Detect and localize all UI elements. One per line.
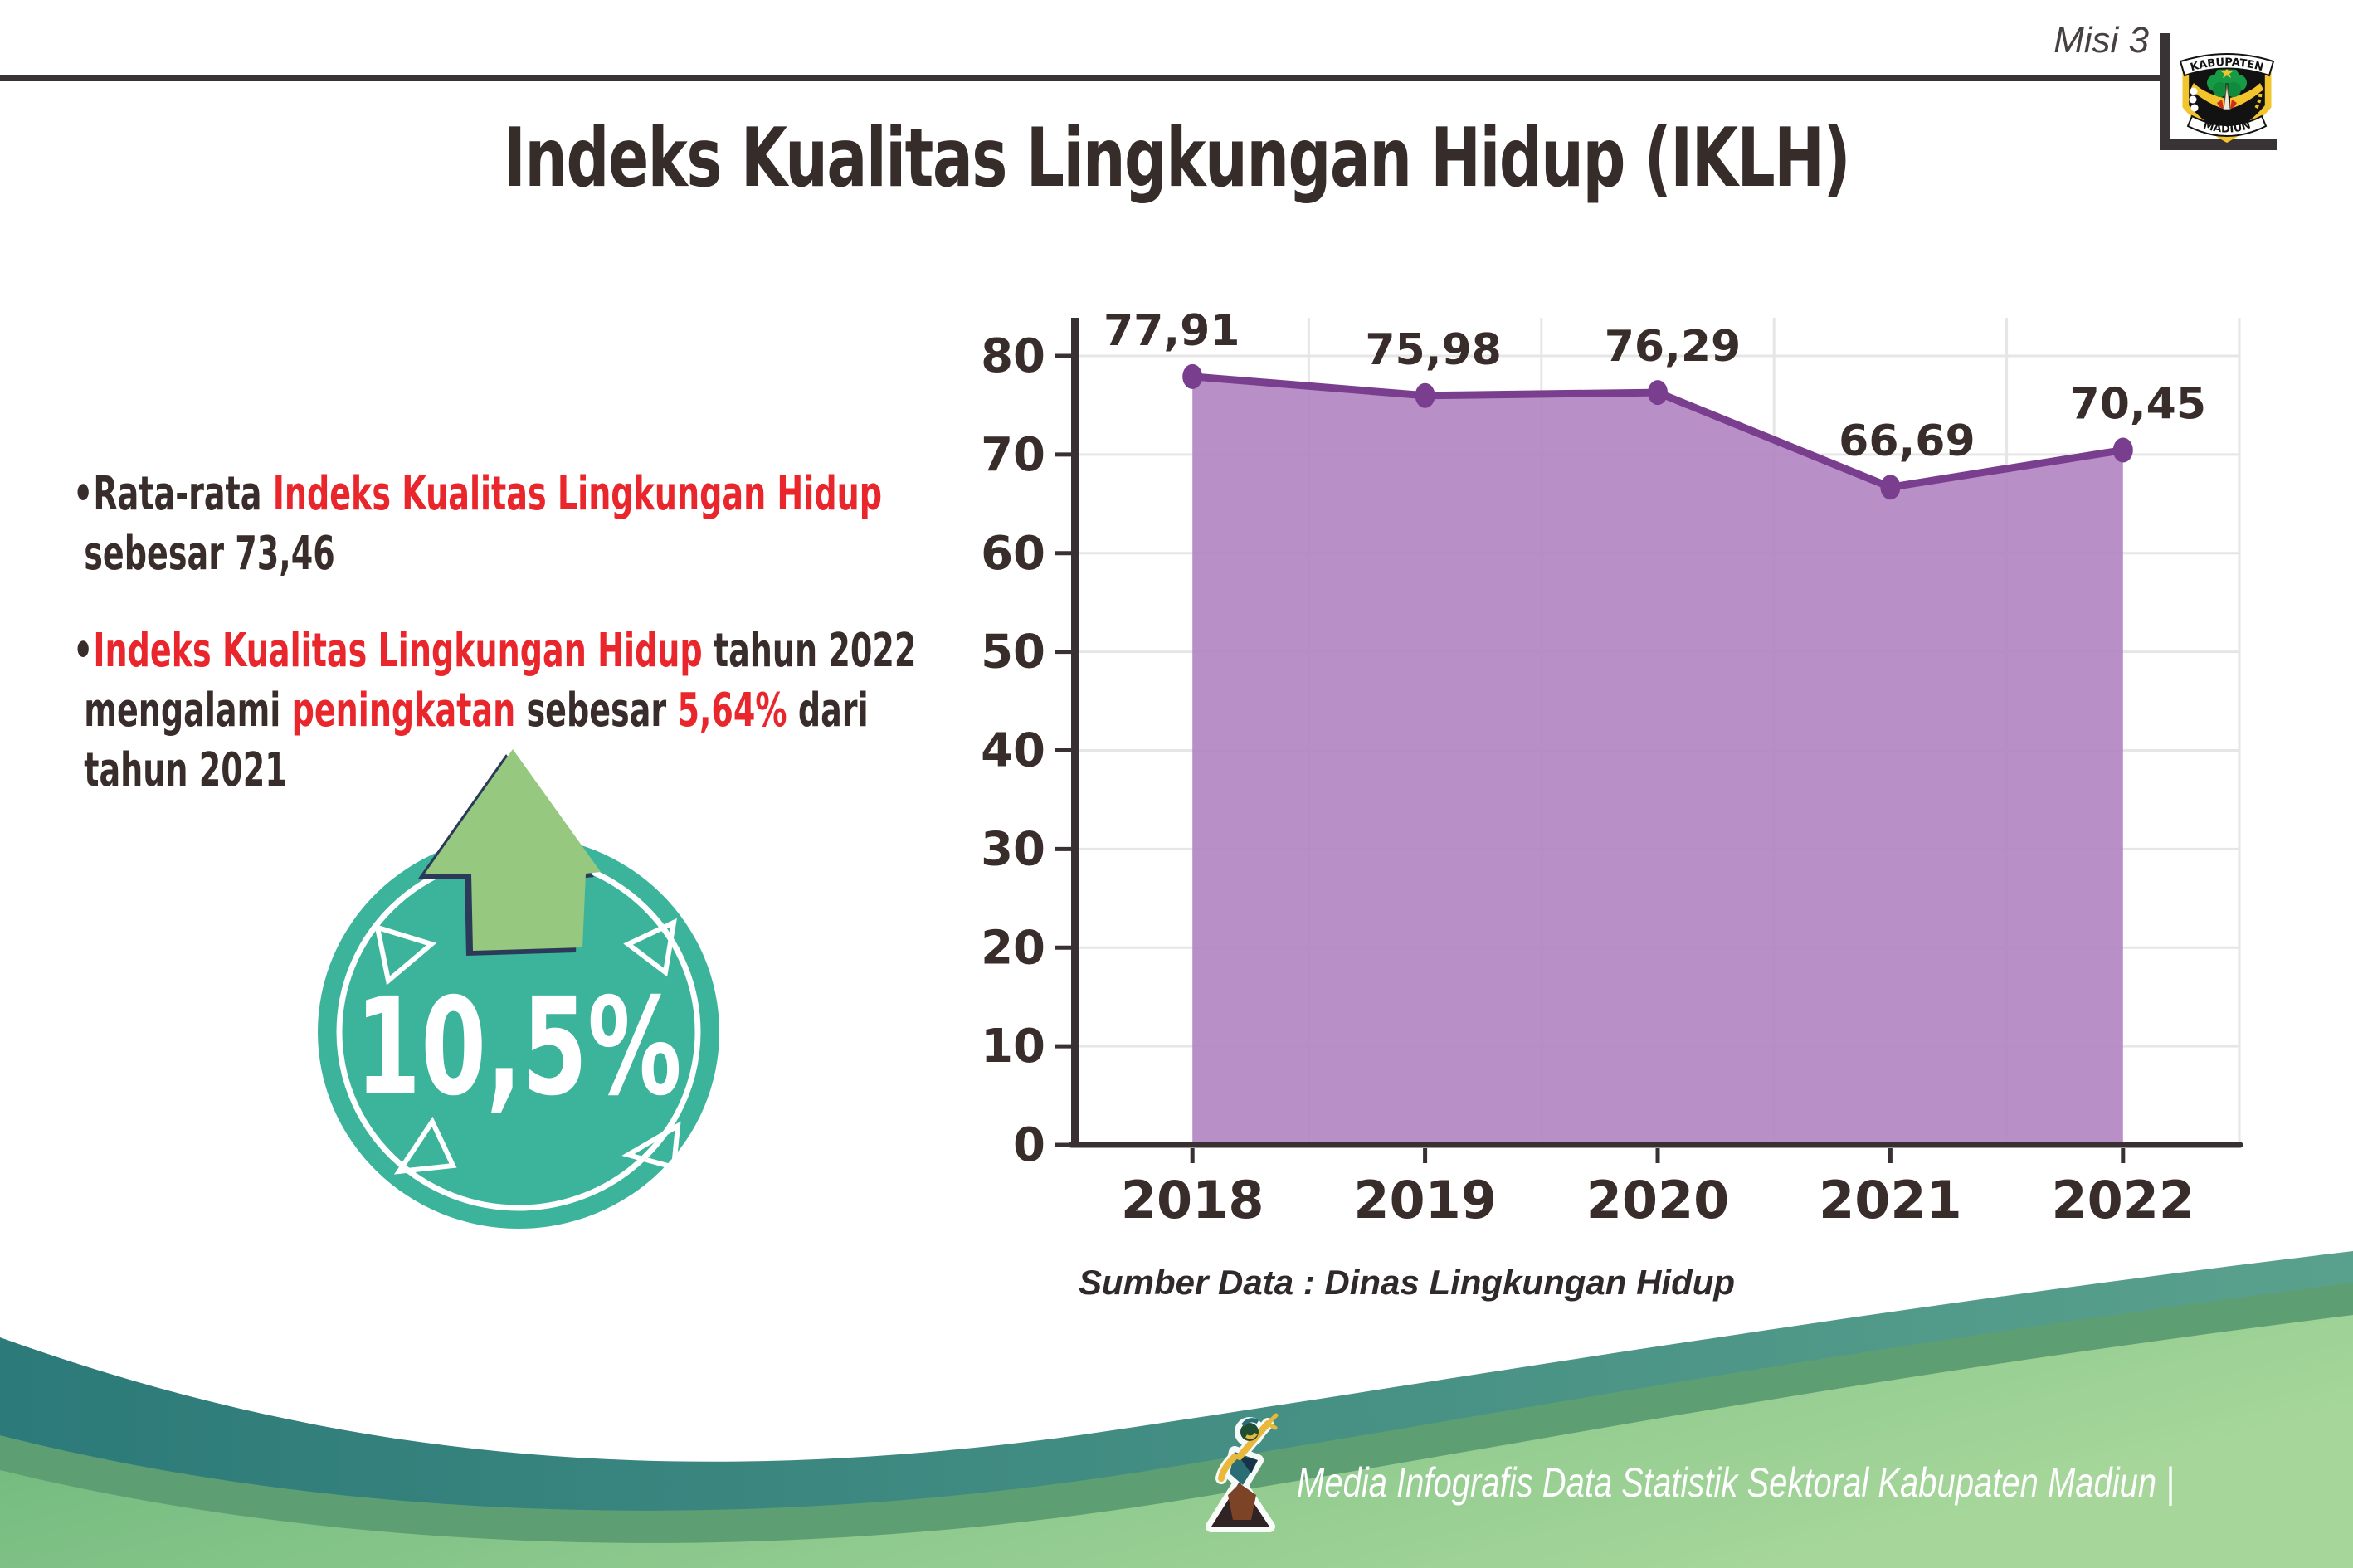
logo-bracket-horizontal (2160, 139, 2277, 150)
x-tick-label: 2018 (1121, 1170, 1264, 1230)
area-fill (1192, 376, 2123, 1146)
page-title: Indeks Kualitas Lingkungan Hidup (IKLH) (503, 111, 1851, 206)
logo-bracket-vertical (2160, 33, 2170, 150)
logo-banner-top-text: KABUPATEN (2189, 56, 2264, 74)
bullet-item: •Indeks Kualitas Lingkungan Hidup tahun … (73, 624, 917, 797)
logo-keris (2223, 84, 2231, 110)
y-tick-label: 80 (981, 329, 1045, 383)
y-tick-label: 30 (981, 822, 1045, 876)
header-rule (0, 75, 2161, 81)
logo-cotton (2189, 87, 2199, 112)
wave-green (0, 1315, 2353, 1568)
data-value-label: 70,45 (2070, 380, 2206, 430)
data-value-label: 75,98 (1365, 325, 1501, 375)
data-value-label: 66,69 (1839, 416, 1975, 466)
logo-wing-right (2230, 83, 2263, 109)
y-tick-label: 0 (1013, 1118, 1045, 1172)
data-point-marker (1880, 475, 1901, 500)
badge-value: 10,5% (355, 968, 681, 1125)
data-source-note: Sumber Data : Dinas Lingkungan Hidup (1079, 1263, 1736, 1302)
y-tick-label: 60 (981, 527, 1045, 581)
data-value-label: 77,91 (1103, 306, 1240, 356)
data-point-marker (1415, 382, 1435, 408)
y-tick-label: 70 (981, 428, 1045, 482)
logo-red-left (2217, 100, 2224, 109)
data-point-marker (1648, 380, 1668, 406)
logo-rice (2253, 87, 2263, 111)
data-point-marker (1182, 363, 1203, 389)
badge-circle (318, 835, 719, 1229)
x-tick-label: 2020 (1586, 1170, 1730, 1230)
kabupaten-madiun-logo-icon: KABUPATEN MADIUN (2179, 53, 2275, 143)
y-tick-label: 10 (981, 1020, 1045, 1074)
data-value-label: 76,29 (1605, 322, 1741, 372)
logo-banner-top (2179, 53, 2275, 77)
y-tick-label: 50 (981, 626, 1045, 679)
logo-red-right (2230, 100, 2237, 109)
misi-label: Misi 3 (2053, 20, 2149, 61)
y-tick-label: 20 (981, 921, 1045, 975)
footer-waves (0, 1251, 2353, 1568)
logo-banner-bottom-text: MADIUN (2201, 119, 2252, 136)
x-tick-label: 2022 (2052, 1170, 2195, 1230)
x-tick-label: 2019 (1353, 1170, 1497, 1230)
logo-star (2221, 67, 2233, 78)
iklh-area-chart: 0 10 20 30 40 50 60 70 80 2018 2019 2020 2021 2022 77,… (981, 306, 2243, 1230)
data-point-marker (2112, 437, 2133, 463)
x-tick-label: 2021 (1819, 1170, 1962, 1230)
bullet-item: •Rata-rata Indeks Kualitas Lingkungan Hi… (73, 467, 882, 581)
up-arrow-icon (425, 749, 601, 951)
badge-burst-triangles (374, 918, 681, 1175)
dancer-mascot-icon (1206, 1413, 1279, 1532)
logo-wing-left (2190, 83, 2224, 109)
key-points: •Rata-rata Indeks Kualitas Lingkungan Hi… (73, 465, 976, 838)
logo-banner-bottom (2186, 114, 2268, 137)
increase-badge: 10,5% (318, 749, 719, 1229)
y-tick-label: 40 (981, 724, 1045, 778)
footer-credit: Media Infografis Data Statistik Sektoral… (1297, 1459, 2175, 1506)
